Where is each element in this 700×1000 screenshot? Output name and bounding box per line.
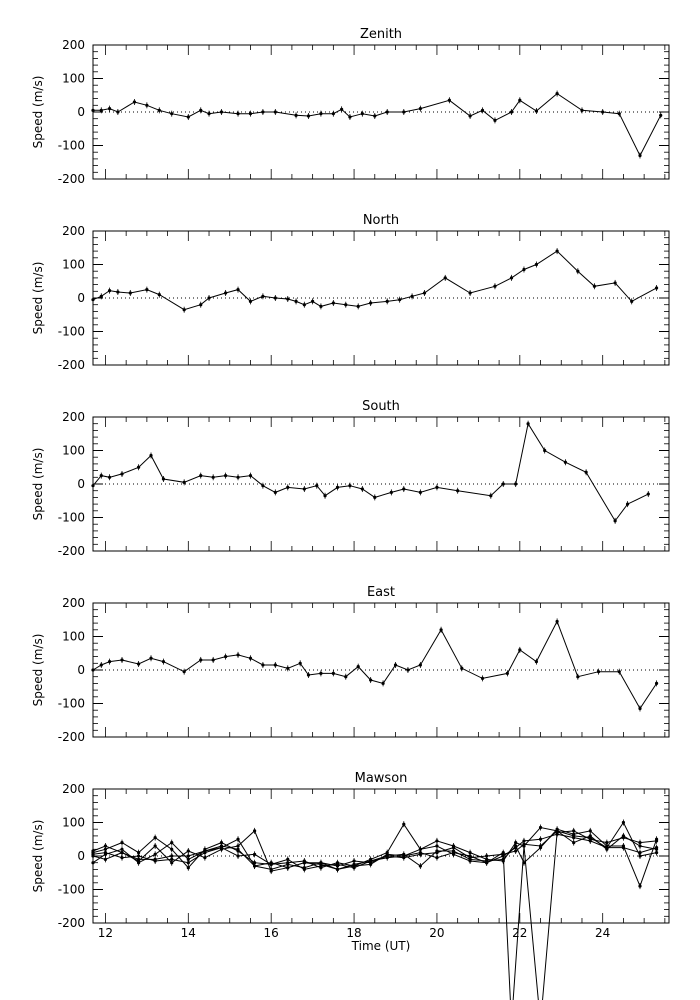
- series-line: [92, 422, 649, 522]
- y-tick-label: -200: [58, 916, 85, 930]
- y-tick-label: 200: [62, 596, 85, 610]
- series-line: [92, 250, 657, 311]
- y-tick-label: -200: [58, 358, 85, 372]
- panel-mawson: Mawson Speed (m/s) -200 -100 0 100 200 12 14 16 18…: [31, 771, 670, 1000]
- x-tick-label: 20: [429, 926, 444, 940]
- series-line: [92, 833, 657, 870]
- panel-title: Zenith: [360, 27, 402, 42]
- panel-zenith: Zenith Speed (m/s) -200 -100 0 100 200: [31, 27, 670, 186]
- x-axis-label: Time (UT): [351, 939, 411, 953]
- series-line: [92, 620, 658, 710]
- series-line: [92, 828, 658, 888]
- y-tick-label: 100: [62, 630, 85, 644]
- panel-title: East: [367, 585, 395, 600]
- y-tick-label: -100: [58, 883, 85, 897]
- y-axis-label: Speed (m/s): [31, 820, 45, 893]
- x-tick-label: 22: [512, 926, 527, 940]
- y-axis-label: Speed (m/s): [31, 448, 45, 521]
- y-tick-label: -200: [58, 172, 85, 186]
- y-tick-label: 200: [62, 38, 85, 52]
- x-tick-label: 14: [181, 926, 196, 940]
- y-tick-label: 100: [62, 816, 85, 830]
- x-tick-label: 12: [98, 926, 113, 940]
- series-line: [92, 830, 657, 870]
- x-tick-label: 16: [264, 926, 279, 940]
- y-tick-label: -200: [58, 730, 85, 744]
- y-tick-label: -200: [58, 544, 85, 558]
- y-tick-label: 0: [77, 105, 85, 119]
- y-tick-label: 0: [77, 849, 85, 863]
- y-tick-label: 100: [62, 72, 85, 86]
- panel-title: South: [362, 399, 400, 414]
- panel-title: Mawson: [355, 771, 408, 786]
- y-tick-label: 100: [62, 258, 85, 272]
- panel-east: East Speed (m/s) -200 -100 0 100 200: [31, 585, 670, 744]
- y-axis-label: Speed (m/s): [31, 262, 45, 335]
- y-tick-label: -100: [58, 139, 85, 153]
- y-axis-label: Speed (m/s): [31, 634, 45, 707]
- y-tick-label: 0: [77, 291, 85, 305]
- panel-north: North Speed (m/s) -200 -100 0 100 200: [31, 213, 670, 372]
- y-axis-label: Speed (m/s): [31, 76, 45, 149]
- y-tick-label: -100: [58, 511, 85, 525]
- panel-south: South Speed (m/s) -200 -100 0 100 200: [31, 399, 670, 558]
- series-line: [93, 92, 662, 157]
- y-tick-label: 0: [77, 663, 85, 677]
- panel-title: North: [363, 213, 399, 228]
- y-tick-label: 200: [62, 782, 85, 796]
- series-line: [92, 830, 657, 1000]
- x-tick-label: 24: [595, 926, 610, 940]
- y-tick-label: 200: [62, 410, 85, 424]
- y-tick-label: -100: [58, 325, 85, 339]
- x-tick-label: 18: [346, 926, 361, 940]
- y-tick-label: 200: [62, 224, 85, 238]
- y-tick-label: 0: [77, 477, 85, 491]
- y-tick-label: -100: [58, 697, 85, 711]
- y-tick-label: 100: [62, 444, 85, 458]
